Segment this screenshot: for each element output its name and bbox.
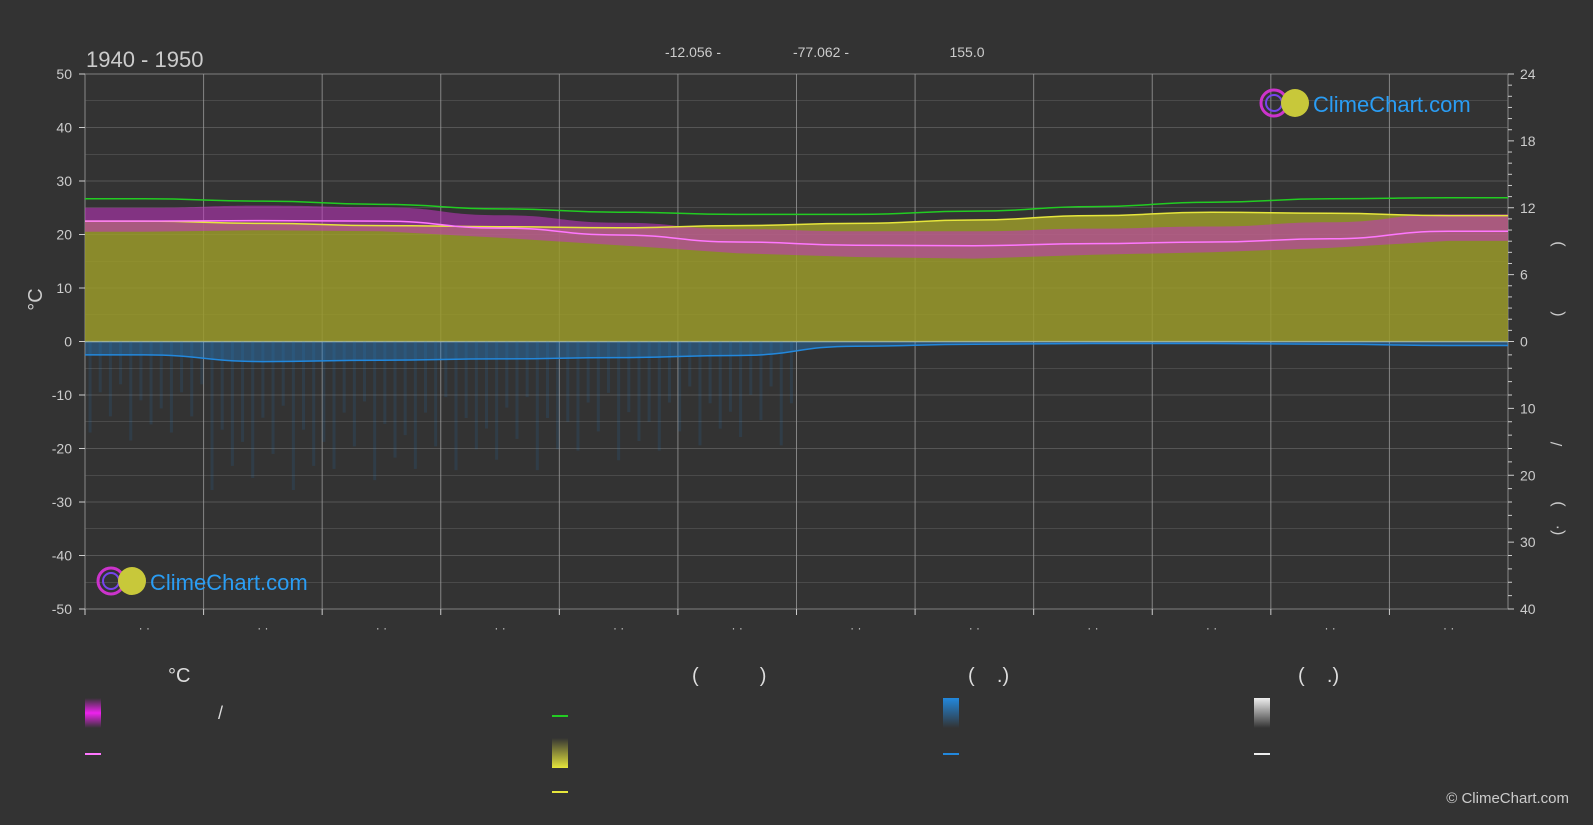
y-right-axis-label: ) xyxy=(1549,501,1566,506)
y-left-tick-label: -40 xyxy=(52,548,72,564)
y-right-axis-label: / xyxy=(1549,441,1566,446)
y-left-tick-label: 50 xyxy=(56,66,72,82)
brand-name-top: ClimeChart.com xyxy=(1313,92,1471,117)
x-tick-label: · · xyxy=(850,621,861,635)
legend-daylight-swatch xyxy=(552,715,568,717)
legend-temp-mean-swatch xyxy=(85,753,101,755)
latitude-label: -12.056 - xyxy=(665,44,721,60)
temp-mean-line xyxy=(84,219,1508,247)
copyright: © ClimeChart.com xyxy=(1446,790,1569,807)
legend-temp-range-swatch xyxy=(85,698,101,728)
y-right-bottom-tick-label: 30 xyxy=(1520,534,1536,550)
y-left-tick-label: -50 xyxy=(52,601,72,617)
x-tick-label: · · xyxy=(257,621,268,635)
period-title: 1940 - 1950 xyxy=(86,47,203,72)
x-tick-label: · · xyxy=(732,621,743,635)
legend-sunshine-line-swatch xyxy=(552,791,568,793)
y-left-axis-label: °C xyxy=(25,288,47,310)
legend-rain-header: ( .) xyxy=(968,665,1010,687)
y-left-tick-label: 0 xyxy=(64,334,72,350)
y-right-top-tick-label: 18 xyxy=(1520,133,1536,149)
daylight-line xyxy=(84,196,1508,216)
y-left-tick-label: 20 xyxy=(56,227,72,243)
logo-sun-icon xyxy=(1281,89,1309,117)
axes: 50 40 30 20 10 0 -10 -20 -30 -40 -50 °C 24 18 12 6 0 10 20… xyxy=(25,66,1566,635)
series-lines xyxy=(84,196,1508,363)
x-tick-label: · · xyxy=(1087,621,1098,635)
legend-snow-line-swatch xyxy=(1254,753,1270,755)
y-left-tick-label: 30 xyxy=(56,173,72,189)
y-left-tick-label: -10 xyxy=(52,387,72,403)
temp-range-fill xyxy=(85,205,1508,259)
y-left-tick-label: -30 xyxy=(52,494,72,510)
legend-rain-line-swatch xyxy=(943,753,959,755)
logo-ring-inner-icon xyxy=(1265,94,1283,112)
legend-temp-range-slash: / xyxy=(218,703,224,723)
y-right-axis-label: (· xyxy=(1549,525,1566,536)
y-right-top-tick-label: 12 xyxy=(1520,200,1536,216)
y-right-top-tick-label: 0 xyxy=(1520,334,1528,350)
legend-sun-header: ( ) xyxy=(692,665,767,687)
y-left-tick-label: 40 xyxy=(56,120,72,136)
x-tick-label: · · xyxy=(969,621,980,635)
y-right-top-tick-label: 6 xyxy=(1520,267,1528,283)
brand-logo-top: ClimeChart.com xyxy=(1259,88,1471,118)
x-tick-label: · · xyxy=(613,621,624,635)
logo-ring-inner-icon xyxy=(102,572,120,590)
y-right-bottom-tick-label: 40 xyxy=(1520,601,1536,617)
y-right-bottom-tick-label: 10 xyxy=(1520,400,1536,416)
y-right-bottom-tick-label: 20 xyxy=(1520,467,1536,483)
temperature-range-band xyxy=(85,205,1508,259)
precip-area-fill xyxy=(85,341,1508,362)
x-tick-label: · · xyxy=(139,621,150,635)
legend-temperature-header: °C xyxy=(168,665,191,687)
logo-sun-icon xyxy=(118,567,146,595)
x-tick-label: · · xyxy=(494,621,505,635)
legend-snow-header: ( .) xyxy=(1298,665,1340,687)
brand-logo-bottom: ClimeChart.com xyxy=(96,566,308,596)
y-left-tick-label: 10 xyxy=(56,280,72,296)
x-tick-label: · · xyxy=(1443,621,1454,635)
elevation-label: 155.0 xyxy=(949,44,984,60)
legend-sunshine-swatch xyxy=(552,738,568,768)
x-tick-label: · · xyxy=(1206,621,1217,635)
x-tick-label: · · xyxy=(1324,621,1335,635)
longitude-label: -77.062 - xyxy=(793,44,849,60)
sunshine-line xyxy=(84,211,1508,229)
y-left-tick-label: -20 xyxy=(52,441,72,457)
legend-snow-swatch xyxy=(1254,698,1270,728)
legend-rain-swatch xyxy=(943,698,959,728)
y-right-top-tick-label: 24 xyxy=(1520,66,1536,82)
x-tick-label: · · xyxy=(376,621,387,635)
precip-line xyxy=(85,342,1508,363)
y-right-axis-label: ( xyxy=(1549,311,1566,317)
y-right-axis-label: ) xyxy=(1549,241,1566,246)
brand-name-bottom: ClimeChart.com xyxy=(150,570,308,595)
